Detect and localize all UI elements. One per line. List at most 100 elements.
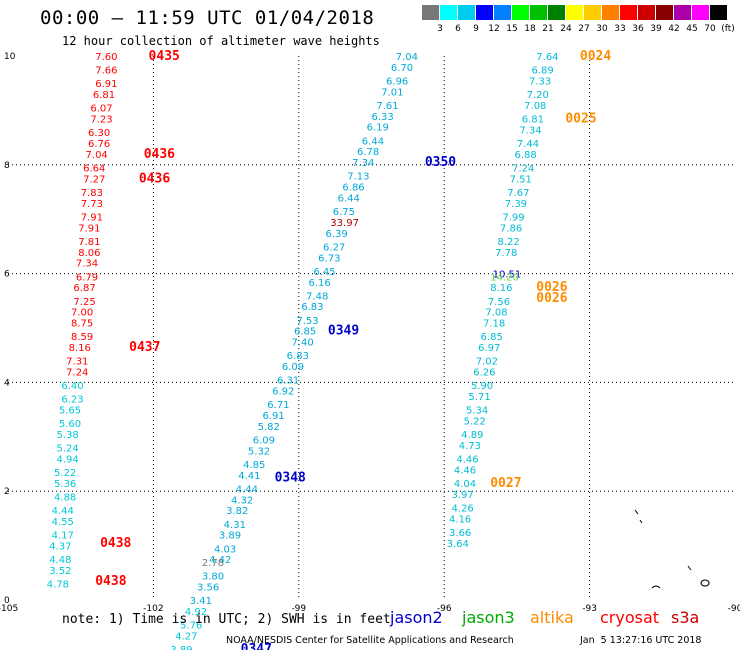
wave-height-label: 3.56 bbox=[197, 582, 219, 593]
wave-height-label: 5.65 bbox=[59, 406, 81, 417]
chart-title: 00:00 – 11:59 UTC 01/04/2018 bbox=[40, 7, 375, 29]
wave-height-label: 4.78 bbox=[47, 580, 69, 591]
wave-height-label: 6.87 bbox=[73, 283, 95, 294]
x-tick-label: -96 bbox=[437, 604, 452, 614]
wave-height-label: 6.85 bbox=[481, 332, 503, 343]
wave-height-label: 4.46 bbox=[454, 465, 476, 476]
wave-height-label: 4.88 bbox=[54, 493, 76, 504]
wave-height-label: 6.81 bbox=[522, 115, 544, 126]
wave-height-label: 7.04 bbox=[396, 52, 418, 63]
chart-subtitle: 12 hour collection of altimeter wave hei… bbox=[62, 34, 380, 48]
wave-height-label: 4.55 bbox=[52, 517, 74, 528]
wave-height-label: 4.94 bbox=[56, 455, 78, 466]
wave-height-label: 7.33 bbox=[529, 76, 551, 87]
wave-height-label: 4.17 bbox=[52, 531, 74, 542]
x-tick-label: -93 bbox=[582, 604, 597, 614]
wave-height-label: 7.00 bbox=[71, 308, 93, 319]
wave-height-label: 5.24 bbox=[56, 444, 78, 455]
wave-height-label: 5.71 bbox=[468, 392, 490, 403]
wave-height-label: 6.76 bbox=[88, 139, 110, 150]
x-tick-label: -90 bbox=[728, 604, 740, 614]
wave-height-label: 14.20 bbox=[490, 272, 519, 283]
color-scale-tick: 24 bbox=[560, 24, 572, 34]
wave-height-label: 3.52 bbox=[49, 566, 71, 577]
wave-height-label: 7.73 bbox=[81, 199, 103, 210]
wave-height-label: 7.81 bbox=[78, 237, 100, 248]
wave-height-label: 7.24 bbox=[66, 368, 88, 379]
wave-height-label: 7.31 bbox=[66, 357, 88, 368]
wave-height-label: 7.34 bbox=[519, 125, 541, 136]
color-swatch bbox=[548, 5, 565, 20]
color-swatch bbox=[584, 5, 601, 20]
x-tick-label: -105 bbox=[0, 604, 18, 614]
wave-height-label: 4.03 bbox=[214, 544, 236, 555]
time-label: 0435 bbox=[149, 49, 180, 64]
wave-height-label: 7.40 bbox=[292, 338, 314, 349]
wave-height-label: 6.91 bbox=[95, 79, 117, 90]
time-label: 0026 bbox=[536, 280, 567, 295]
time-label: 0438 bbox=[100, 536, 131, 551]
wave-height-label: 4.16 bbox=[449, 514, 471, 525]
color-swatch bbox=[566, 5, 583, 20]
wave-height-label: 7.44 bbox=[517, 139, 539, 150]
wave-height-label: 7.91 bbox=[78, 223, 100, 234]
wave-height-label: 5.34 bbox=[466, 406, 488, 417]
wave-height-label: 6.44 bbox=[338, 193, 360, 204]
wave-height-label: 4.41 bbox=[238, 471, 260, 482]
wave-height-label: 33.97 bbox=[330, 218, 359, 229]
color-scale-tick: 45 bbox=[686, 24, 698, 34]
color-swatch bbox=[512, 5, 529, 20]
color-swatch bbox=[620, 5, 637, 20]
wave-height-label: 6.33 bbox=[372, 112, 394, 123]
color-swatch bbox=[674, 5, 691, 20]
time-label: 0024 bbox=[580, 49, 611, 64]
y-tick-label: 10 bbox=[4, 52, 16, 62]
color-scale-tick: 3 bbox=[437, 24, 443, 34]
wave-height-label: 8.59 bbox=[71, 332, 93, 343]
wave-height-label: 7.13 bbox=[347, 172, 369, 183]
wave-height-label: 8.16 bbox=[69, 343, 91, 354]
x-tick-label: -99 bbox=[291, 604, 306, 614]
time-label: 0347 bbox=[241, 642, 272, 650]
wave-height-label: 5.38 bbox=[56, 430, 78, 441]
y-tick-label: 6 bbox=[4, 270, 10, 280]
wave-height-label: 6.97 bbox=[478, 343, 500, 354]
wave-height-label: 6.75 bbox=[333, 207, 355, 218]
wave-height-label: 7.61 bbox=[376, 101, 398, 112]
time-label: 0025 bbox=[565, 112, 596, 127]
wave-height-label: 4.44 bbox=[236, 484, 258, 495]
wave-height-label: 5.36 bbox=[54, 479, 76, 490]
wave-height-label: 7.08 bbox=[524, 101, 546, 112]
wave-height-label: 6.73 bbox=[318, 253, 340, 264]
wave-height-label: 7.27 bbox=[83, 174, 105, 185]
color-scale-tick: 6 bbox=[455, 24, 461, 34]
wave-height-label: 5.60 bbox=[59, 419, 81, 430]
wave-height-label: 3.41 bbox=[190, 596, 212, 607]
wave-height-label: 7.24 bbox=[512, 164, 534, 175]
time-label: 0349 bbox=[328, 324, 359, 339]
wave-height-label: 6.16 bbox=[308, 278, 330, 289]
wave-height-label: 4.26 bbox=[451, 504, 473, 515]
wave-height-label: 3.89 bbox=[170, 645, 192, 650]
wave-height-label: 5.22 bbox=[54, 468, 76, 479]
wave-height-label: 4.89 bbox=[461, 430, 483, 441]
wave-height-label: 5.90 bbox=[471, 381, 493, 392]
wave-height-label: 6.85 bbox=[294, 327, 316, 338]
color-swatch bbox=[656, 5, 673, 20]
wave-height-label: 6.71 bbox=[267, 400, 289, 411]
wave-height-label: 10.51 bbox=[493, 270, 522, 281]
wave-height-label: 4.85 bbox=[243, 460, 265, 471]
wave-height-label: 6.86 bbox=[342, 183, 364, 194]
wave-height-label: 7.48 bbox=[306, 291, 328, 302]
wave-height-label: 7.51 bbox=[510, 174, 532, 185]
time-label: 0348 bbox=[275, 471, 306, 486]
wave-height-label: 7.64 bbox=[536, 52, 558, 63]
wave-height-label: 5.32 bbox=[248, 446, 270, 457]
wave-height-label: 3.89 bbox=[219, 531, 241, 542]
wave-height-label: 7.08 bbox=[485, 308, 507, 319]
time-label: 0026 bbox=[536, 291, 567, 306]
wave-height-label: 6.07 bbox=[90, 104, 112, 115]
wave-height-label: 4.31 bbox=[224, 520, 246, 531]
wave-height-label: 7.60 bbox=[95, 52, 117, 63]
wave-height-label: 8.22 bbox=[498, 237, 520, 248]
